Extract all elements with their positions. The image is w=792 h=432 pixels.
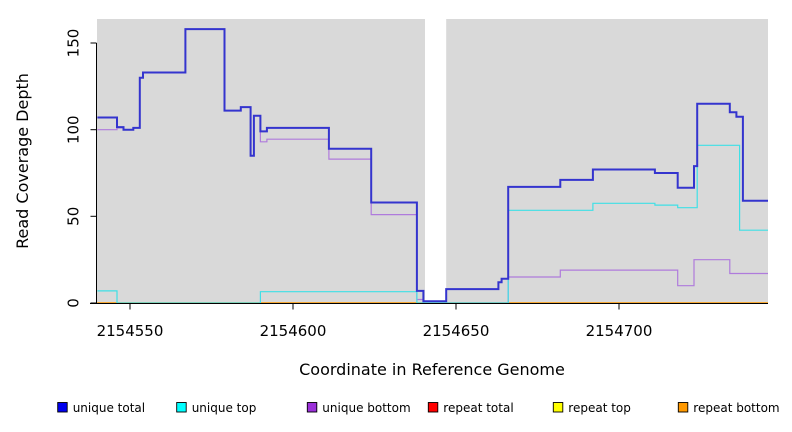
y-tick-label: 100: [65, 115, 83, 144]
legend-swatch: [427, 402, 439, 413]
legend-label: repeat total: [443, 401, 513, 415]
legend-swatch: [552, 402, 564, 413]
legend-item-repeat-top: repeat top: [552, 401, 631, 415]
legend-label: repeat bottom: [693, 401, 779, 415]
legend-item-unique-top: unique top: [176, 401, 257, 415]
legend-item-repeat-bottom: repeat bottom: [677, 401, 780, 415]
legend-swatch: [306, 402, 318, 413]
y-axis-title: Read Coverage Depth: [13, 73, 32, 249]
legend-label: unique bottom: [322, 401, 410, 415]
legend-item-unique-bottom: unique bottom: [306, 401, 411, 415]
x-tick-label: 2154650: [423, 322, 490, 340]
legend: unique total unique top unique bottom repea…: [57, 401, 780, 415]
x-axis-title: Coordinate in Reference Genome: [299, 360, 565, 379]
legend-label: repeat top: [568, 401, 631, 415]
legend-swatch: [176, 402, 187, 413]
x-tick-label: 2154700: [586, 322, 653, 340]
y-tick-label: 50: [65, 207, 83, 226]
series-line-unique-total: [97, 28, 768, 303]
coverage-gap-band: [425, 19, 447, 303]
x-tick-label: 2154550: [97, 322, 164, 340]
legend-swatch: [57, 402, 68, 413]
gap-rect: [425, 19, 447, 303]
legend-label: unique total: [73, 401, 145, 415]
legend-swatch: [677, 402, 689, 413]
x-tick-label: 2154600: [260, 322, 327, 340]
axes: 2154550 2154600 2154650 2154700 0 50 100 150: [65, 29, 768, 340]
legend-label: unique top: [192, 401, 257, 415]
legend-item-unique-total: unique total: [57, 401, 145, 415]
y-tick-label: 150: [65, 29, 83, 58]
series-lines: [97, 28, 768, 303]
y-tick-label: 0: [65, 298, 83, 308]
legend-item-repeat-total: repeat total: [427, 401, 514, 415]
